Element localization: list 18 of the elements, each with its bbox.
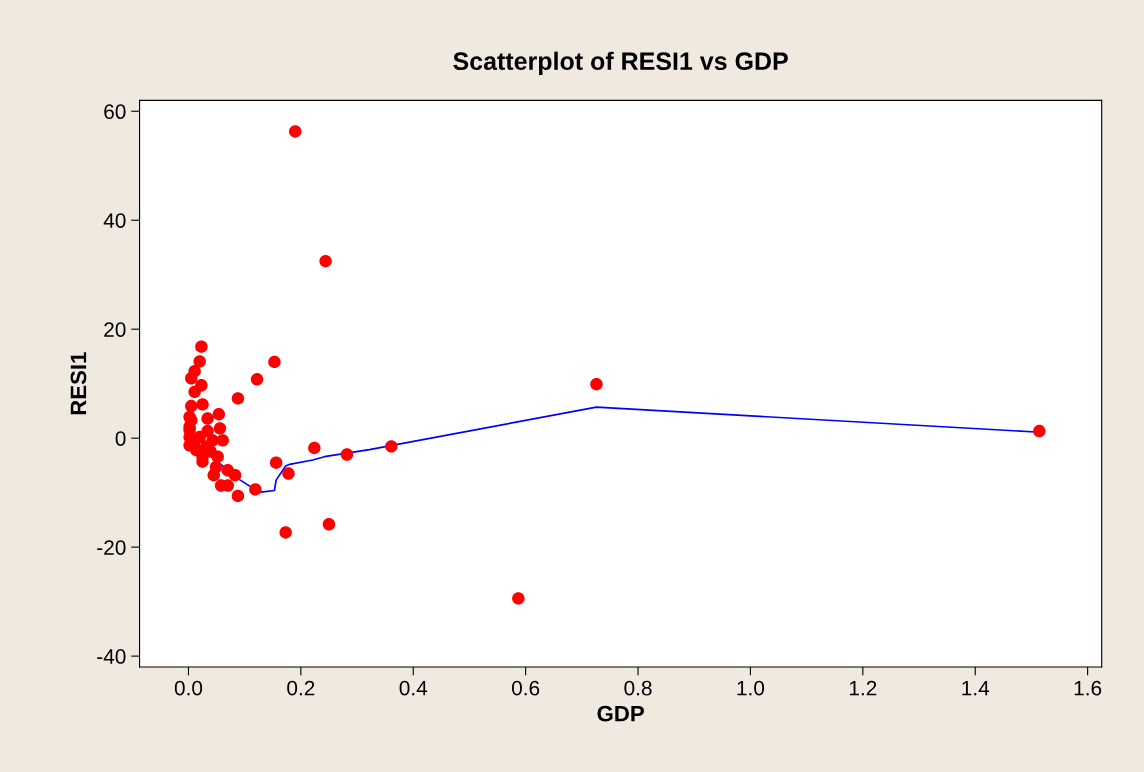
x-tick-label: 0.4 bbox=[399, 680, 428, 696]
x-tick-label: 0.6 bbox=[511, 680, 540, 696]
x-tick-label: 0.2 bbox=[287, 680, 315, 696]
y-tick-label: 20 bbox=[104, 322, 126, 337]
chart-title: Scatterplot of RESI1 vs GDP bbox=[453, 51, 788, 75]
x-tick-label: 1.6 bbox=[1074, 680, 1102, 696]
y-tick-label: -40 bbox=[97, 649, 126, 664]
y-tick-label: 0 bbox=[115, 431, 126, 446]
x-tick-label: 0.8 bbox=[624, 680, 652, 696]
y-tick-label: 60 bbox=[104, 104, 126, 120]
x-tick-label: 0.0 bbox=[174, 680, 203, 696]
y-axis-title: RESI1 bbox=[70, 352, 87, 415]
x-tick-label: 1.2 bbox=[849, 680, 877, 696]
y-tick-label: 40 bbox=[103, 213, 126, 228]
y-tick-label: -20 bbox=[97, 540, 126, 555]
x-axis-title: GDP bbox=[597, 705, 644, 722]
x-tick-label: 1.0 bbox=[737, 680, 765, 696]
x-tick-label: 1.4 bbox=[962, 680, 990, 696]
